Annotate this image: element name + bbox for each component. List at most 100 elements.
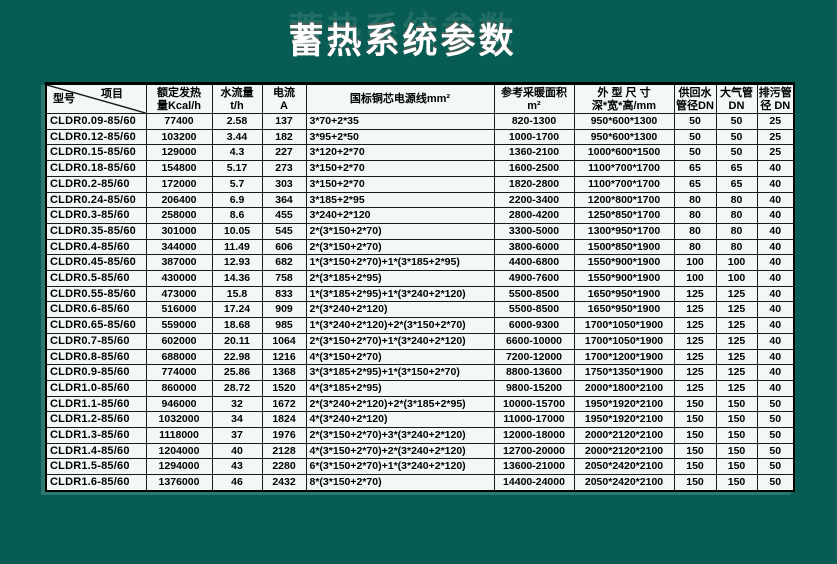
cell: 125 [715, 332, 758, 350]
cell: 473000 [145, 285, 213, 303]
cell: 150 [715, 427, 758, 444]
cell: 125 [673, 285, 717, 303]
cell: 2000*2120*2100 [573, 427, 675, 444]
cell: 1100*700*1700 [573, 160, 675, 177]
cell: 12.93 [211, 254, 263, 272]
cell: 4400-6800 [493, 254, 575, 272]
cell: 2000*1800*2100 [573, 379, 675, 397]
cell: 125 [673, 379, 717, 397]
cell: 2128 [261, 442, 307, 460]
cell: 5.7 [211, 175, 263, 193]
cell: 2*(3*240+2*120)+2*(3*185+2*95) [305, 395, 495, 413]
cell: 25 [756, 128, 795, 146]
column-header: 电流 A [261, 83, 307, 114]
cell: 182 [261, 128, 307, 146]
cell: 40 [211, 442, 263, 460]
cell: 28.72 [211, 379, 263, 397]
cell: CLDR1.5-85/60 [45, 458, 147, 476]
cell: 125 [715, 285, 758, 303]
cell: 125 [673, 332, 717, 350]
cell: 3*120+2*70 [305, 144, 495, 162]
cell: 545 [261, 222, 307, 240]
cell: 1750*1350*1900 [573, 364, 675, 381]
cell: 150 [673, 458, 717, 476]
cell: 258000 [145, 207, 213, 224]
cell: CLDR0.65-85/60 [45, 317, 147, 334]
cell: 22.98 [211, 348, 263, 366]
cell: 15.8 [211, 285, 263, 303]
cell: 50 [673, 144, 717, 162]
parameters-table: 型号 项目 额定发热 量Kcal/h 水流量 t/h 电流 A 国标铜芯电源线mm² 参考采暖… [45, 82, 795, 492]
cell: 150 [673, 474, 717, 492]
cell: 14400-24000 [493, 474, 575, 492]
cell: 303 [261, 175, 307, 193]
cell: 1216 [261, 348, 307, 366]
table-row: CLDR0.8-85/60 688000 22.98 1216 4*(3*150+2*7… [45, 348, 795, 366]
cell: 80 [715, 207, 758, 224]
cell: 40 [756, 379, 795, 397]
cell: 20.11 [211, 332, 263, 350]
table-row: CLDR0.15-85/60 129000 4.3 227 3*120+2*70 1360… [45, 144, 795, 162]
cell: 40 [756, 254, 795, 272]
cell: 50 [715, 128, 758, 146]
cell: 40 [756, 175, 795, 193]
cell: 137 [261, 113, 307, 130]
table-row: CLDR0.55-85/60 473000 15.8 833 1*(3*185+2*95… [45, 285, 795, 303]
cell: 80 [715, 238, 758, 256]
cell: 43 [211, 458, 263, 476]
cell: 2050*2420*2100 [573, 458, 675, 476]
cell: 860000 [145, 379, 213, 397]
cell: 7200-12000 [493, 348, 575, 366]
cell: 50 [756, 395, 795, 413]
cell: 2*(3*150+2*70)+1*(3*240+2*120) [305, 332, 495, 350]
cell: 4.3 [211, 144, 263, 162]
cell: CLDR0.9-85/60 [45, 364, 147, 381]
cell: 2.58 [211, 113, 263, 130]
cell: 150 [673, 395, 717, 413]
cell: 344000 [145, 238, 213, 256]
cell: 40 [756, 207, 795, 224]
cell: CLDR0.5-85/60 [45, 270, 147, 287]
cell: 2280 [261, 458, 307, 476]
cell: 774000 [145, 364, 213, 381]
table-row: CLDR1.5-85/60 1294000 43 2280 6*(3*150+2*70)… [45, 458, 795, 476]
cell: 125 [673, 364, 717, 381]
cell: 1950*1920*2100 [573, 395, 675, 413]
cell: 1360-2100 [493, 144, 575, 162]
cell: CLDR0.12-85/60 [45, 128, 147, 146]
cell: 100 [715, 254, 758, 272]
cell: 3*150+2*70 [305, 175, 495, 193]
column-header: 国标铜芯电源线mm² [305, 83, 495, 114]
cell: 387000 [145, 254, 213, 272]
cell: 1650*950*1900 [573, 301, 675, 319]
cell: 125 [715, 317, 758, 334]
cell: 1204000 [145, 442, 213, 460]
cell: 6600-10000 [493, 332, 575, 350]
cell: 1824 [261, 411, 307, 429]
cell: 125 [715, 348, 758, 366]
cell: 25 [756, 144, 795, 162]
cell: 37 [211, 427, 263, 444]
cell: 3.44 [211, 128, 263, 146]
cell: 946000 [145, 395, 213, 413]
cell: 80 [673, 238, 717, 256]
cell: 8.6 [211, 207, 263, 224]
cell: 50 [715, 113, 758, 130]
cell: 1520 [261, 379, 307, 397]
cell: 129000 [145, 144, 213, 162]
cell: 1950*1920*2100 [573, 411, 675, 429]
cell: CLDR0.2-85/60 [45, 175, 147, 193]
cell: 6.9 [211, 191, 263, 209]
cell: 3800-6000 [493, 238, 575, 256]
cell: 2800-4200 [493, 207, 575, 224]
cell: 125 [715, 364, 758, 381]
column-header: 排污管径 DN [756, 83, 795, 114]
table-row: CLDR1.2-85/60 1032000 34 1824 4*(3*240+2*120… [45, 411, 795, 429]
cell: 40 [756, 191, 795, 209]
cell: CLDR0.15-85/60 [45, 144, 147, 162]
cell: 50 [673, 128, 717, 146]
cell: 455 [261, 207, 307, 224]
cell: 2000*2120*2100 [573, 442, 675, 460]
cell: 985 [261, 317, 307, 334]
